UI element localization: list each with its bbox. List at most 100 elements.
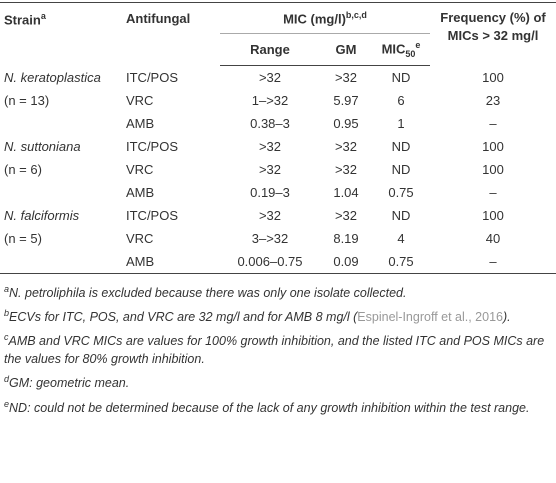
footnote-mark: b,c,d: [345, 9, 367, 20]
header-gm: GM: [320, 33, 372, 66]
table-cell: 8.19: [333, 231, 359, 246]
table-cell: 0.75: [372, 250, 431, 274]
table-cell: 4: [397, 231, 405, 246]
table-cell: VRC: [126, 231, 154, 246]
table-cell: 0.75: [388, 185, 414, 200]
table-row: AMB 0.38–3 0.95 1 –: [0, 112, 556, 135]
table-cell: 0.95: [333, 116, 359, 131]
table-row: N. keratoplastica ITC/POS >32 >32 ND 100: [0, 66, 556, 90]
header-frequency: Frequency (%) of MICs > 32 mg/l: [430, 2, 556, 66]
footnote-mark: c: [4, 332, 9, 343]
table-row: N. suttoniana ITC/POS >32 >32 ND 100: [0, 135, 556, 158]
table: Straina Antifungal MIC (mg/l)b,c,d Frequ…: [0, 2, 556, 274]
table-cell: AMB: [122, 250, 220, 274]
footnote: dGM: geometric mean.: [4, 370, 552, 392]
table-cell: 1.04: [333, 185, 359, 200]
header-strain: Straina: [0, 2, 122, 66]
table-cell: >32: [334, 162, 358, 177]
table-cell: AMB: [126, 116, 155, 131]
table-cell: ITC/POS: [126, 69, 179, 85]
table-cell: 6: [397, 93, 405, 108]
table-cell: ITC/POS: [126, 208, 179, 223]
table-row: (n = 13) VRC 1–>32 5.97 6 23: [0, 89, 556, 112]
table-cell: N. falciformis: [4, 208, 80, 223]
header-text: Strain: [4, 12, 41, 28]
footnote-mark: a: [4, 284, 10, 294]
table-cell: –: [489, 185, 497, 200]
table-cell: [0, 112, 122, 135]
table-cell: VRC: [126, 93, 154, 108]
table-cell: 1: [397, 116, 405, 131]
header-range: Range: [220, 33, 320, 66]
footnote: cAMB and VRC MICs are values for 100% gr…: [4, 328, 552, 368]
table-cell: 0.19–3: [250, 185, 290, 200]
table-cell: ND: [391, 70, 411, 85]
header-antifungal: Antifungal: [122, 2, 220, 66]
table-row: (n = 6) VRC >32 >32 ND 100: [0, 158, 556, 181]
table-cell: 3–>32: [251, 231, 289, 246]
header-text: MIC: [381, 41, 406, 57]
table-row: AMB 0.19–3 1.04 0.75 –: [0, 181, 556, 204]
table-cell: ND: [391, 162, 411, 177]
footnote: eND: could not be determined because of …: [4, 395, 552, 417]
footnote-text: ECVs for ITC, POS, and VRC are 32 mg/l a…: [9, 310, 358, 325]
table-cell: >32: [258, 139, 282, 154]
table-cell: 40: [485, 231, 501, 246]
footnote-mark: b: [4, 308, 10, 319]
table-cell: 0.09: [320, 250, 372, 274]
table-cell: ND: [391, 139, 411, 154]
table-cell: >32: [258, 70, 282, 85]
table-cell: 23: [485, 93, 501, 108]
table-body: N. keratoplastica ITC/POS >32 >32 ND 100 (n = …: [0, 66, 556, 274]
table-cell: >32: [334, 208, 358, 223]
footnote-text: ).: [503, 310, 511, 325]
table-cell: 100: [482, 69, 504, 85]
footnote-mark: a: [40, 11, 46, 21]
table-cell: 0.38–3: [250, 116, 290, 131]
table-cell: AMB: [126, 185, 155, 200]
table-cell: 100: [482, 139, 504, 154]
footnote-mark: e: [4, 398, 10, 409]
table-cell: VRC: [126, 162, 154, 177]
table-row: N. falciformis ITC/POS >32 >32 ND 100: [0, 204, 556, 227]
footnote-mark: e: [415, 40, 421, 51]
table-cell: N. suttoniana: [4, 139, 81, 154]
table-cell: ND: [391, 208, 411, 223]
header-mic50: MIC50e: [372, 33, 431, 66]
table-cell: –: [489, 116, 497, 131]
table-cell: 100: [482, 208, 504, 223]
table-cell: >32: [334, 139, 358, 154]
table-cell: (n = 6): [4, 162, 42, 177]
table-cell: >32: [334, 70, 358, 85]
header-text: MIC (mg/l): [283, 11, 346, 27]
footnote-text: ND: could not be determined because of t…: [9, 400, 530, 415]
table-cell: >32: [258, 208, 282, 223]
header-text: MICs > 32 mg/l: [447, 28, 539, 43]
footnote-mark: d: [4, 374, 10, 385]
table-cell: N. keratoplastica: [4, 69, 101, 85]
footnotes: aN. petroliphila is excluded because the…: [0, 274, 556, 417]
footnote: bECVs for ITC, POS, and VRC are 32 mg/l …: [4, 304, 552, 326]
table-cell: 100: [482, 162, 504, 177]
table-cell: ITC/POS: [126, 139, 179, 154]
table-cell: –: [430, 250, 556, 274]
header-text: Frequency (%) of: [440, 10, 546, 25]
footnote: aN. petroliphila is excluded because the…: [4, 280, 552, 302]
table-cell: (n = 5): [4, 231, 42, 246]
footnote-text: AMB and VRC MICs are values for 100% gro…: [4, 334, 545, 367]
footnote-text: N. petroliphila is excluded because ther…: [9, 286, 407, 301]
table-cell: >32: [258, 162, 282, 177]
table-cell: (n = 13): [4, 93, 50, 108]
table-row: AMB 0.006–0.75 0.09 0.75–: [0, 250, 556, 274]
subscript: 50: [405, 48, 416, 59]
citation: Espinel-Ingroff et al., 2016: [357, 310, 503, 325]
header-mic: MIC (mg/l)b,c,d: [220, 2, 431, 34]
table-cell: 5.97: [333, 93, 359, 108]
table-cell: [0, 250, 122, 274]
table-cell: [0, 181, 122, 204]
table-row: (n = 5) VRC 3–>32 8.19 4 40: [0, 227, 556, 250]
table-cell: 1–>32: [251, 93, 289, 108]
footnote-text: GM: geometric mean.: [9, 376, 130, 391]
table-cell: 0.006–0.75: [220, 250, 320, 274]
